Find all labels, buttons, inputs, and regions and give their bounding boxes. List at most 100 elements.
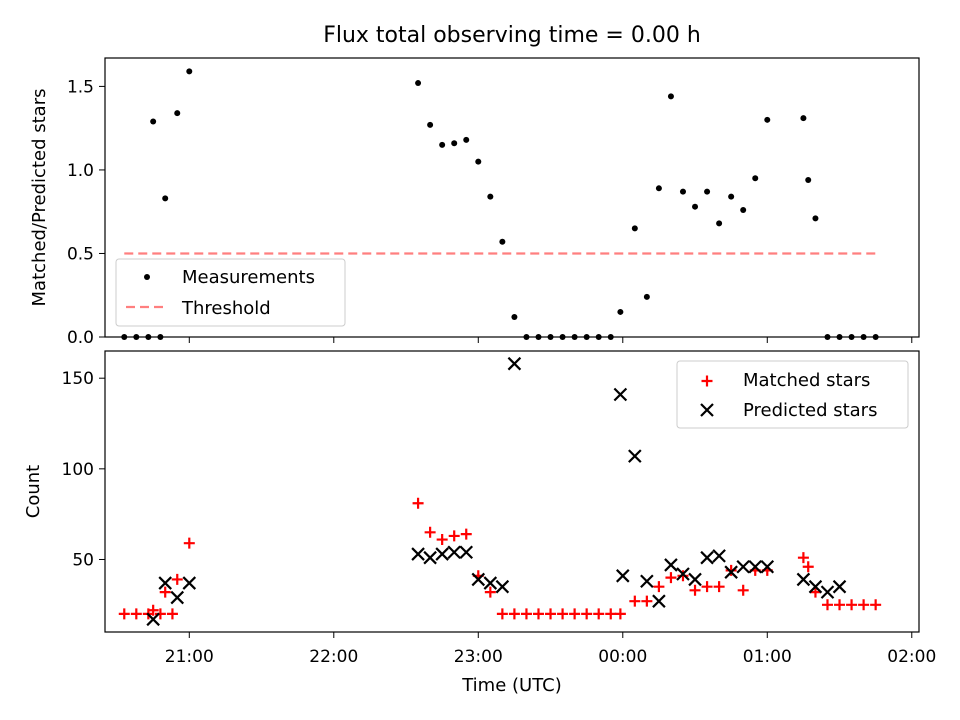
x-tick-label: 02:00 bbox=[887, 647, 936, 667]
predicted-point bbox=[820, 585, 835, 599]
measurement-point bbox=[692, 203, 699, 210]
matched-point bbox=[834, 599, 846, 611]
y-tick-label: 150 bbox=[62, 369, 94, 389]
matched-point bbox=[821, 599, 833, 611]
matched-point bbox=[545, 608, 557, 620]
predicted-point bbox=[724, 565, 738, 579]
y-tick-label: 0.0 bbox=[67, 328, 94, 348]
ratio-plot: 0.0 0.5 1.0 1.5 Matched/Predicted stars Measu… bbox=[29, 57, 920, 348]
predicted-point bbox=[158, 576, 172, 590]
measurement-point bbox=[872, 334, 879, 340]
matched-point bbox=[593, 608, 605, 620]
measurement-point bbox=[824, 334, 831, 340]
measurement-point bbox=[655, 185, 662, 192]
measurement-point bbox=[860, 334, 867, 340]
measurement-point bbox=[415, 80, 422, 87]
measurement-point bbox=[704, 188, 711, 195]
matched-point bbox=[496, 608, 508, 620]
plot-frame bbox=[104, 350, 920, 633]
predicted-point bbox=[447, 545, 461, 560]
predicted-point bbox=[688, 572, 702, 587]
matched-point bbox=[484, 586, 496, 598]
matched-point bbox=[802, 561, 814, 573]
measurement-point bbox=[150, 118, 157, 125]
predicted-point bbox=[664, 558, 678, 572]
matched-point bbox=[809, 586, 821, 598]
matched-point bbox=[130, 608, 142, 620]
measurement-point bbox=[764, 116, 771, 123]
predicted-point bbox=[760, 559, 775, 574]
matched-point bbox=[858, 599, 870, 611]
predicted-point bbox=[712, 549, 726, 563]
figure-title: Flux total observing time = 0.00 h bbox=[323, 23, 701, 48]
matched-point bbox=[448, 530, 460, 542]
predicted-point bbox=[182, 576, 197, 590]
measurement-point bbox=[752, 175, 759, 182]
matched-point bbox=[614, 608, 626, 620]
matched-point bbox=[460, 528, 472, 540]
measurement-point bbox=[174, 110, 181, 117]
predicted-point bbox=[748, 559, 763, 574]
measurement-point bbox=[836, 334, 843, 340]
measurement-point bbox=[617, 308, 624, 315]
predicted-point bbox=[616, 569, 630, 583]
predicted-point bbox=[832, 579, 847, 594]
measurement-point bbox=[157, 334, 164, 340]
x-tick-label: 21:00 bbox=[165, 647, 214, 667]
predicted-point bbox=[808, 579, 823, 594]
measurement-point bbox=[523, 334, 530, 340]
legend-label-threshold: Threshold bbox=[181, 298, 271, 319]
predicted-point bbox=[640, 574, 654, 589]
measurement-point bbox=[145, 334, 152, 340]
x-tick-label: 00:00 bbox=[598, 647, 647, 667]
legend-marker-measurements bbox=[144, 274, 150, 280]
measurement-point bbox=[427, 121, 434, 128]
x-tick-label: 22:00 bbox=[309, 647, 358, 667]
measurement-point bbox=[716, 220, 723, 227]
matched-point bbox=[713, 581, 725, 593]
measurement-point bbox=[740, 207, 747, 214]
measurement-point bbox=[133, 334, 140, 340]
matched-point bbox=[520, 608, 532, 620]
matched-point bbox=[665, 572, 677, 584]
predicted-point bbox=[423, 550, 437, 565]
matched-point bbox=[412, 497, 424, 509]
measurement-point bbox=[162, 195, 169, 202]
y-tick-label: 100 bbox=[62, 460, 94, 480]
measurement-point bbox=[812, 215, 819, 222]
measurement-point bbox=[475, 158, 482, 165]
matched-point bbox=[118, 608, 130, 620]
measurement-point bbox=[439, 141, 446, 148]
predicted-point bbox=[471, 572, 486, 587]
matched-point bbox=[166, 608, 178, 620]
matched-point bbox=[641, 595, 653, 607]
matched-point bbox=[424, 526, 436, 538]
matched-point bbox=[154, 608, 166, 620]
matched-point bbox=[701, 581, 713, 593]
matched-point bbox=[677, 570, 689, 582]
measurement-point bbox=[805, 176, 812, 183]
predicted-point bbox=[700, 550, 714, 565]
matched-point bbox=[557, 608, 569, 620]
measurement-point bbox=[679, 188, 686, 195]
x-tick-label: 01:00 bbox=[743, 647, 792, 667]
predicted-point bbox=[507, 356, 522, 371]
measurement-point bbox=[121, 334, 128, 340]
matched-point bbox=[846, 599, 858, 611]
legend-marker-predicted bbox=[700, 403, 714, 417]
measurement-point bbox=[667, 93, 674, 100]
plot-frame bbox=[104, 57, 920, 338]
y-axis-label: Count bbox=[23, 465, 44, 518]
matched-point bbox=[147, 604, 159, 616]
measurement-point bbox=[463, 136, 470, 143]
matched-point bbox=[159, 586, 171, 598]
measurement-point bbox=[631, 225, 638, 232]
matched-point bbox=[569, 608, 581, 620]
matched-point bbox=[171, 573, 183, 585]
measurement-point bbox=[535, 334, 542, 340]
legend-marker-matched bbox=[701, 375, 713, 387]
predicted-point bbox=[676, 567, 690, 581]
matched-point bbox=[436, 534, 448, 546]
